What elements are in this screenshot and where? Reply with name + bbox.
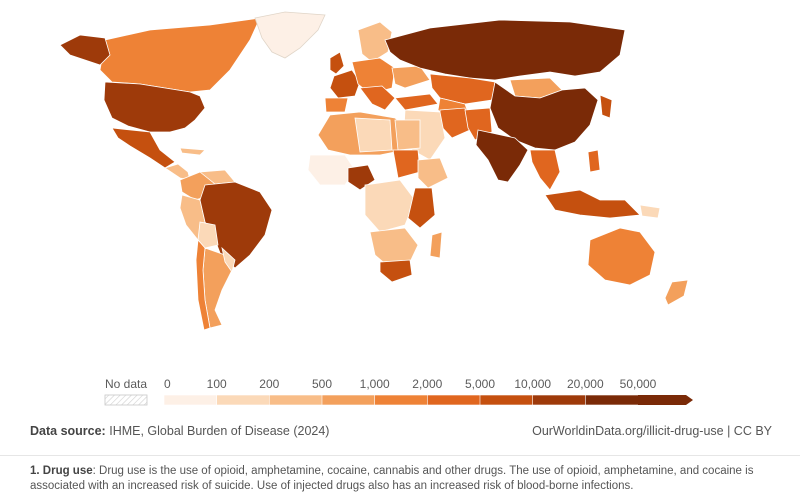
country-greenland[interactable] — [254, 11, 326, 59]
legend-tick-label: 500 — [312, 377, 332, 391]
country-italy-balkans[interactable] — [359, 85, 396, 111]
legend-tick-label: 100 — [207, 377, 227, 391]
country-egypt[interactable] — [394, 119, 421, 151]
country-west-africa[interactable] — [307, 154, 356, 186]
country-philippines[interactable] — [587, 149, 601, 173]
country-brazil[interactable] — [199, 181, 273, 269]
country-turkey[interactable] — [394, 93, 439, 111]
country-tanzania-kenya[interactable] — [407, 187, 436, 229]
country-central-europe[interactable] — [351, 57, 396, 95]
legend-bin — [426, 394, 481, 406]
country-canada[interactable] — [99, 17, 261, 93]
footnote-text: : Drug use is the use of opioid, ampheta… — [30, 465, 754, 492]
country-madagascar[interactable] — [429, 231, 443, 259]
country-ethiopia[interactable] — [417, 157, 449, 189]
country-china[interactable] — [489, 81, 599, 151]
legend-no-data-label: No data — [105, 377, 147, 391]
footnote: 1. Drug use: Drug use is the use of opio… — [30, 464, 770, 494]
legend-arrow-end — [638, 395, 693, 405]
country-central-africa[interactable] — [364, 179, 416, 233]
legend-bin — [216, 394, 270, 406]
country-spain[interactable] — [324, 97, 349, 113]
country-alaska-north[interactable] — [59, 34, 111, 66]
country-usa[interactable] — [103, 81, 206, 133]
country-india[interactable] — [475, 129, 529, 183]
country-south-africa[interactable] — [379, 259, 413, 283]
legend-tick-label: 5,000 — [465, 377, 495, 391]
legend-bin — [532, 394, 587, 406]
country-uk[interactable] — [329, 51, 345, 75]
country-papua[interactable] — [639, 204, 661, 219]
legend-tick-label: 2,000 — [412, 377, 442, 391]
world-choropleth-map — [59, 11, 689, 331]
legend-bin — [374, 394, 429, 406]
country-russia[interactable] — [384, 19, 626, 81]
country-mexico[interactable] — [111, 127, 176, 169]
legend-tick-label: 20,000 — [567, 377, 604, 391]
legend-bin — [584, 394, 639, 406]
country-chile[interactable] — [195, 239, 211, 331]
legend-tick-label: 200 — [259, 377, 279, 391]
country-scandinavia[interactable] — [357, 21, 393, 63]
country-korea-japan[interactable] — [599, 94, 613, 119]
legend-tick-label: 50,000 — [620, 377, 657, 391]
legend-tick-label: 0 — [164, 377, 171, 391]
country-kazakhstan[interactable] — [429, 73, 496, 105]
legend-bin — [268, 394, 323, 406]
country-bolivia[interactable] — [197, 221, 219, 249]
country-new-zealand[interactable] — [664, 279, 689, 306]
source-row: Data source: IHME, Global Burden of Dise… — [30, 424, 772, 438]
source-text: IHME, Global Burden of Disease (2024) — [109, 424, 330, 438]
country-france-west-europe[interactable] — [329, 69, 361, 99]
country-indonesia[interactable] — [544, 189, 641, 219]
legend-bin — [321, 394, 376, 406]
legend-bin — [479, 394, 534, 406]
country-algeria[interactable] — [354, 117, 393, 153]
legend-no-data-swatch — [104, 394, 148, 406]
country-sudan[interactable] — [392, 149, 421, 179]
country-southeast-asia[interactable] — [529, 149, 561, 191]
legend-tick-label: 10,000 — [514, 377, 551, 391]
country-australia[interactable] — [587, 227, 656, 286]
divider — [0, 455, 800, 456]
legend-bin — [163, 394, 218, 406]
source-label: Data source: — [30, 424, 106, 438]
country-cuba[interactable] — [179, 147, 206, 156]
legend-tick-label: 1,000 — [360, 377, 390, 391]
country-uruguay-paraguay[interactable] — [221, 246, 236, 273]
footnote-label: 1. Drug use — [30, 465, 93, 477]
source-link[interactable]: OurWorldinData.org/illicit-drug-use | CC… — [532, 424, 772, 438]
